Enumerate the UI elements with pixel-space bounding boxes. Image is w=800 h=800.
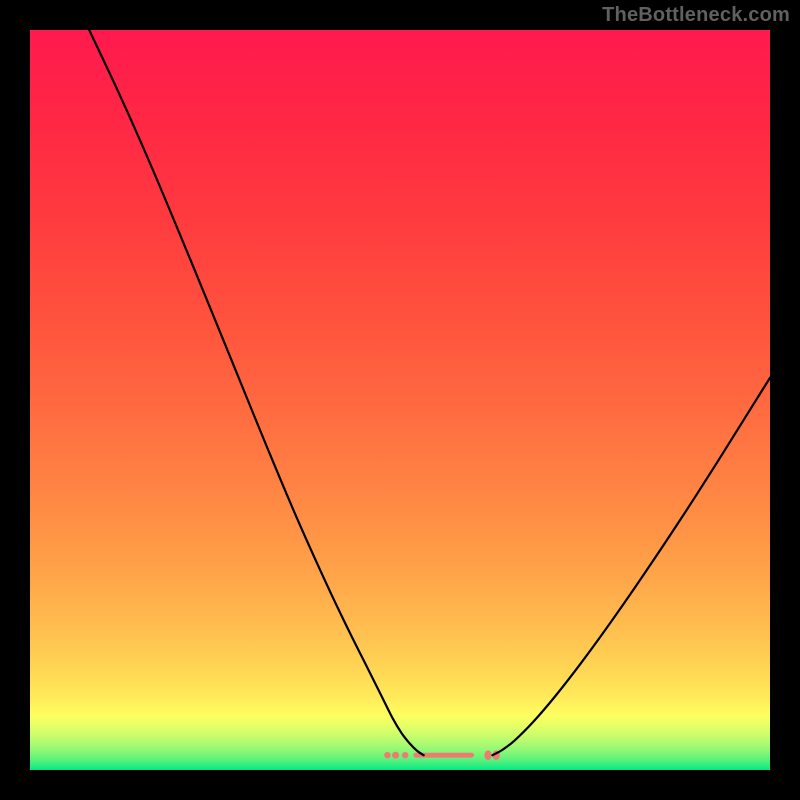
optimal-zone-markers: [384, 750, 500, 760]
stage: TheBottleneck.com: [0, 0, 800, 800]
right-bottleneck-curve: [493, 378, 771, 755]
chart-curves-layer: [30, 30, 770, 770]
left-bottleneck-curve: [89, 30, 423, 755]
chart-area: [30, 30, 770, 770]
watermark-text: TheBottleneck.com: [602, 4, 790, 27]
